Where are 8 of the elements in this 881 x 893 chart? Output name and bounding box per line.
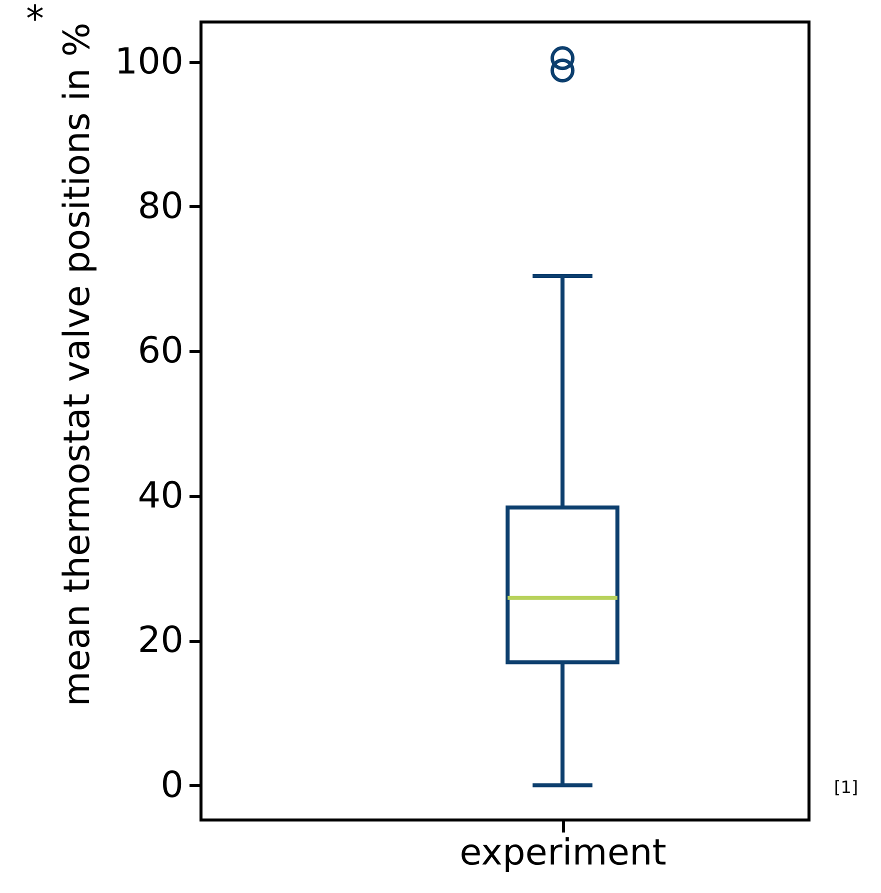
text: [1] — [834, 778, 858, 798]
y-tick-label: 80 — [138, 186, 184, 227]
x-tick-label: experiment — [460, 832, 666, 874]
y-tick-label: 0 — [160, 764, 184, 806]
y-tick-label: 40 — [138, 475, 184, 516]
y-tick-label: 100 — [114, 41, 184, 82]
y-tick-label: 20 — [138, 620, 184, 662]
y-tick-label: 60 — [138, 330, 184, 372]
